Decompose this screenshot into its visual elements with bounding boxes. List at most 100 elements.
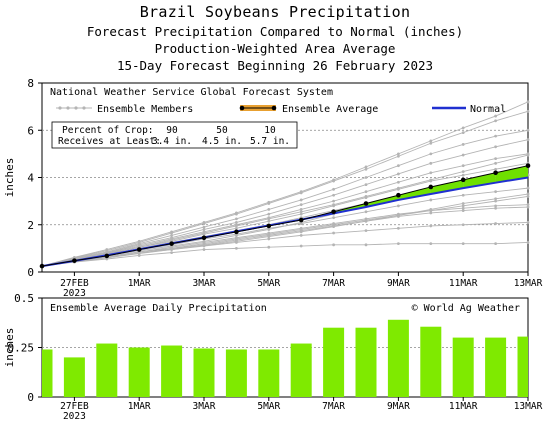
ensemble-member-point	[461, 223, 465, 227]
ensemble-average-point	[493, 170, 498, 176]
percent-table-box	[51, 121, 298, 149]
ensemble-member-point	[235, 217, 238, 221]
ensemble-member-point	[429, 178, 433, 182]
ensemble-member-point	[235, 226, 238, 230]
legend-average-marker	[239, 105, 245, 111]
ensemble-member-point	[526, 241, 530, 244]
ensemble-member-point	[299, 190, 303, 194]
credit-label: © World Ag Weather	[412, 303, 520, 314]
ensemble-member-line	[41, 101, 529, 267]
ensemble-member-point	[397, 164, 400, 168]
ensemble-member-point	[73, 255, 76, 259]
ensemble-member-point	[299, 230, 303, 234]
ensemble-member-point	[461, 206, 465, 210]
legend-average-label: Ensemble Average	[282, 104, 378, 115]
ensemble-average-point	[201, 235, 207, 241]
ensemble-member-point	[461, 164, 465, 168]
ensemble-member-point	[494, 114, 497, 118]
ensemble-average-point	[460, 177, 466, 183]
ensemble-member-point	[364, 167, 368, 171]
ensemble-member-point	[364, 190, 368, 194]
ensemble-member-point	[299, 203, 303, 207]
ensemble-member-point	[397, 186, 400, 190]
precip-bar	[63, 357, 85, 397]
ensemble-average-point	[104, 253, 110, 259]
ensemble-member-point	[137, 252, 141, 255]
precip-bar	[290, 343, 312, 397]
ensemble-member-point	[526, 109, 530, 113]
ensemble-member-point	[267, 228, 271, 231]
ensemble-member-point	[494, 134, 497, 138]
bottom-x-tick-label: 27FEB	[60, 401, 89, 412]
ensemble-member-point	[267, 219, 271, 223]
ensemble-member-point	[397, 180, 400, 184]
ensemble-member-point	[299, 233, 303, 237]
ensemble-member-point	[429, 152, 433, 156]
ensemble-member-point	[494, 157, 497, 161]
ensemble-member-point	[526, 203, 530, 207]
top-y-axis-label: inches	[3, 158, 16, 198]
ensemble-member-line	[41, 206, 529, 267]
ensemble-member-point	[494, 145, 497, 149]
ensemble-member-point	[364, 195, 368, 198]
ensemble-average-line	[41, 165, 529, 267]
ensemble-average-point	[39, 263, 45, 269]
ensemble-member-point	[461, 209, 465, 212]
ensemble-member-line	[41, 139, 529, 267]
ensemble-member-point	[397, 226, 400, 230]
ensemble-member-point	[494, 242, 497, 246]
ensemble-member-point	[267, 212, 271, 216]
ensemble-member-point	[526, 192, 530, 196]
ensemble-member-line	[41, 154, 529, 267]
ensemble-member-point	[267, 237, 271, 241]
ensemble-member-point	[170, 251, 174, 255]
ensemble-member-point	[364, 176, 368, 179]
ensemble-member-point	[526, 220, 530, 224]
ensemble-member-point	[202, 244, 206, 247]
ensemble-member-point	[397, 152, 400, 156]
bottom-y-tick-label: 0.5	[14, 292, 34, 305]
top-y-tick-label: 6	[27, 124, 34, 137]
precip-bar	[258, 349, 280, 397]
ensemble-average-point	[136, 247, 142, 252]
precip-bar	[128, 347, 150, 397]
precip-bar	[42, 349, 53, 397]
ensemble-member-point	[429, 141, 433, 145]
ensemble-member-point	[105, 248, 109, 251]
top-y-tick-label: 0	[27, 266, 34, 279]
precip-bar	[517, 336, 528, 397]
ensemble-member-point	[170, 233, 174, 237]
ensemble-member-point	[494, 190, 497, 194]
ensemble-member-point	[235, 239, 238, 243]
ensemble-average-point	[72, 258, 77, 263]
ensemble-member-point	[202, 231, 206, 235]
ensemble-member-point	[526, 205, 530, 209]
top-x-tick-label: 7MAR	[322, 278, 345, 289]
ensemble-member-point	[299, 207, 303, 211]
ensemble-member-point	[461, 193, 465, 197]
ensemble-member-point	[267, 200, 271, 204]
ensemble-average-point	[396, 192, 401, 198]
percent-table-row2-label: Receives at Least:	[58, 136, 161, 147]
ensemble-member-point	[267, 217, 271, 221]
ensemble-member-point	[202, 220, 206, 224]
bottom-y-axis-label: inches	[3, 328, 16, 368]
ensemble-average-point	[234, 229, 239, 235]
ensemble-member-point	[332, 203, 335, 207]
percent-table-value: 4.5 in.	[202, 136, 242, 147]
ensemble-member-point	[202, 225, 206, 229]
ensemble-member-point	[397, 242, 400, 246]
top-x-tick-label: 1MAR	[128, 278, 151, 289]
ensemble-member-point	[364, 210, 368, 214]
precip-bar	[193, 348, 215, 397]
precip-bar	[355, 327, 377, 397]
chart-subtitle-1: Forecast Precipitation Compared to Norma…	[86, 24, 464, 39]
bottom-x-tick-label: 11MAR	[449, 401, 478, 412]
legend-average-marker	[271, 105, 277, 111]
ensemble-member-point	[397, 204, 400, 208]
ensemble-member-point	[429, 161, 433, 165]
ensemble-member-point	[397, 154, 400, 158]
ensemble-member-line	[41, 110, 529, 267]
chart-subtitle-2: Production-Weighted Area Average	[154, 41, 396, 56]
ensemble-member-point	[494, 206, 497, 210]
